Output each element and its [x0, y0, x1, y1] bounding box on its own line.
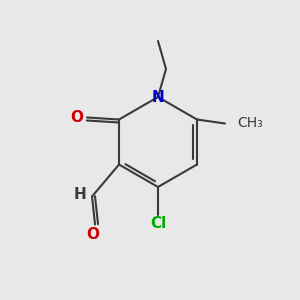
Text: O: O — [70, 110, 83, 125]
Text: N: N — [152, 89, 164, 104]
Text: Cl: Cl — [150, 217, 166, 232]
Text: CH₃: CH₃ — [237, 116, 263, 130]
Text: O: O — [86, 227, 100, 242]
Text: H: H — [74, 187, 86, 202]
